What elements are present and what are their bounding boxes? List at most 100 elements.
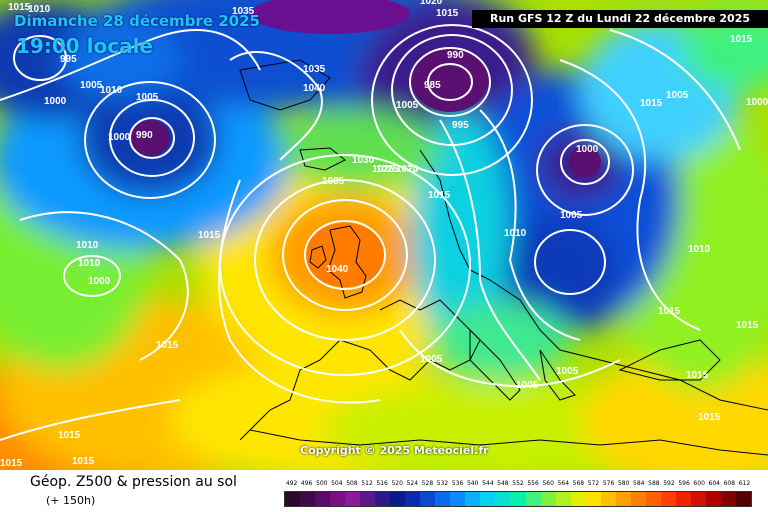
legend-swatch [525, 492, 541, 506]
legend-swatch [465, 492, 481, 506]
forecast-time: 19:00 locale [16, 34, 153, 58]
legend-swatch [600, 492, 616, 506]
legend-value: 492 [285, 480, 298, 487]
legend-swatch [285, 492, 301, 506]
legend-value: 540 [466, 480, 479, 487]
legend-value: 556 [527, 480, 539, 487]
legend-value: 608 [723, 480, 736, 487]
legend-swatch [570, 492, 586, 506]
isobar-label: 1010 [100, 85, 123, 96]
legend-swatch [495, 492, 511, 506]
isobar-label: 1015 [428, 190, 451, 201]
legend-value: 504 [331, 480, 343, 487]
legend-swatch [405, 492, 421, 506]
isobar-label: 1005 [516, 380, 539, 391]
legend-value: 576 [602, 480, 615, 487]
isobar-label: 1040 [326, 264, 349, 275]
isobar-label: 1015 [436, 8, 459, 19]
legend-swatch [375, 492, 391, 506]
legend-swatch [435, 492, 451, 506]
legend-swatch [345, 492, 361, 506]
legend-value: 516 [376, 480, 388, 487]
legend-swatch [480, 492, 496, 506]
isobar-label: 1020 [396, 164, 419, 175]
isobar-label: 1010 [504, 228, 527, 239]
isobars [0, 24, 741, 441]
isobar-label: 1005 [396, 100, 419, 111]
isobar-label: 1015 [58, 430, 81, 441]
isobar-label: 1015 [156, 340, 179, 351]
isobar-label: 1020 [396, 164, 419, 175]
legend-swatch [675, 492, 691, 506]
legend-value: 532 [436, 480, 449, 487]
isobar-label: 1000 [576, 144, 599, 155]
legend-value: 500 [316, 480, 328, 487]
legend-labels: 492 496 500 504 508 512 516 520 524 528 532 536 540 5… [284, 480, 752, 490]
isobar-label: 990 [447, 50, 464, 61]
legend-swatch [330, 492, 346, 506]
legend-value: 588 [648, 480, 660, 487]
isobar-label: 1000 [746, 97, 768, 108]
isobar-label: 1025 [376, 164, 399, 175]
isobar-label: 1015 [658, 306, 681, 317]
legend-value: 520 [391, 480, 403, 487]
legend-value: 572 [587, 480, 600, 487]
legend-swatch [555, 492, 571, 506]
isobar-label: 1005 [666, 90, 689, 101]
legend-value: 564 [557, 480, 570, 487]
isobar-label: 1005 [136, 92, 159, 103]
legend-value: 544 [482, 480, 494, 487]
isobar-label: 985 [424, 80, 441, 91]
legend-swatch [450, 492, 466, 506]
isobar-label: 1005 [420, 354, 443, 365]
isobar-label: 1015 [8, 2, 31, 13]
legend-swatch [315, 492, 331, 506]
run-info: Run GFS 12 Z du Lundi 22 décembre 2025 [472, 10, 768, 28]
legend-value: 604 [708, 480, 720, 487]
legend-swatch [645, 492, 661, 506]
isobar-label: 995 [60, 54, 77, 65]
legend-value: 512 [361, 480, 373, 487]
isobar-label: 1005 [560, 210, 583, 221]
legend-value: 592 [663, 480, 675, 487]
isobar-label: 1020 [420, 0, 443, 7]
isobar-label: 1010 [28, 4, 51, 15]
isobar-label: 1010 [76, 240, 99, 251]
isobar-label: 1015 [698, 412, 721, 423]
legend-swatch [540, 492, 556, 506]
isobar-label: 1015 [0, 458, 23, 469]
isobar-label: 1005 [80, 80, 103, 91]
legend-swatch [705, 492, 721, 506]
legend-swatch [720, 492, 736, 506]
chart-title: Géop. Z500 & pression au sol [30, 474, 237, 490]
isobar-label: 1015 [72, 456, 95, 467]
legend-value: 568 [572, 480, 585, 487]
geopotential-map: 1015 1010 995 1000 1005 1010 1005 1000 990 1035 10… [0, 0, 768, 470]
isobar-label: 1015 [730, 34, 753, 45]
legend-value: 552 [512, 480, 524, 487]
color-legend: 492 496 500 504 508 512 516 520 524 528 532 536 540 5… [284, 480, 752, 510]
legend-value: 600 [693, 480, 705, 487]
isobar-label: 1000 [88, 276, 111, 287]
legend-swatch [510, 492, 526, 506]
legend-value: 496 [300, 480, 313, 487]
legend-value: 536 [451, 480, 464, 487]
legend-bar [284, 491, 752, 507]
color-field [0, 0, 768, 470]
isobar-label: 1000 [44, 96, 67, 107]
isobar-label: 1035 [322, 176, 345, 187]
isobar-label: 1030 [352, 155, 375, 166]
legend-swatch [360, 492, 376, 506]
legend-value: 508 [346, 480, 358, 487]
legend-swatch [630, 492, 646, 506]
isobar-label: 1035 [232, 6, 255, 17]
coastlines [239, 59, 768, 456]
legend-value: 560 [542, 480, 554, 487]
isobar-label: 1005 [556, 366, 579, 377]
footer: Géop. Z500 & pression au sol (+ 150h) 49… [0, 470, 768, 512]
legend-value: 580 [617, 480, 630, 487]
legend-value: 548 [497, 480, 509, 487]
copyright: Copyright © 2025 Meteociel.fr [300, 444, 489, 457]
